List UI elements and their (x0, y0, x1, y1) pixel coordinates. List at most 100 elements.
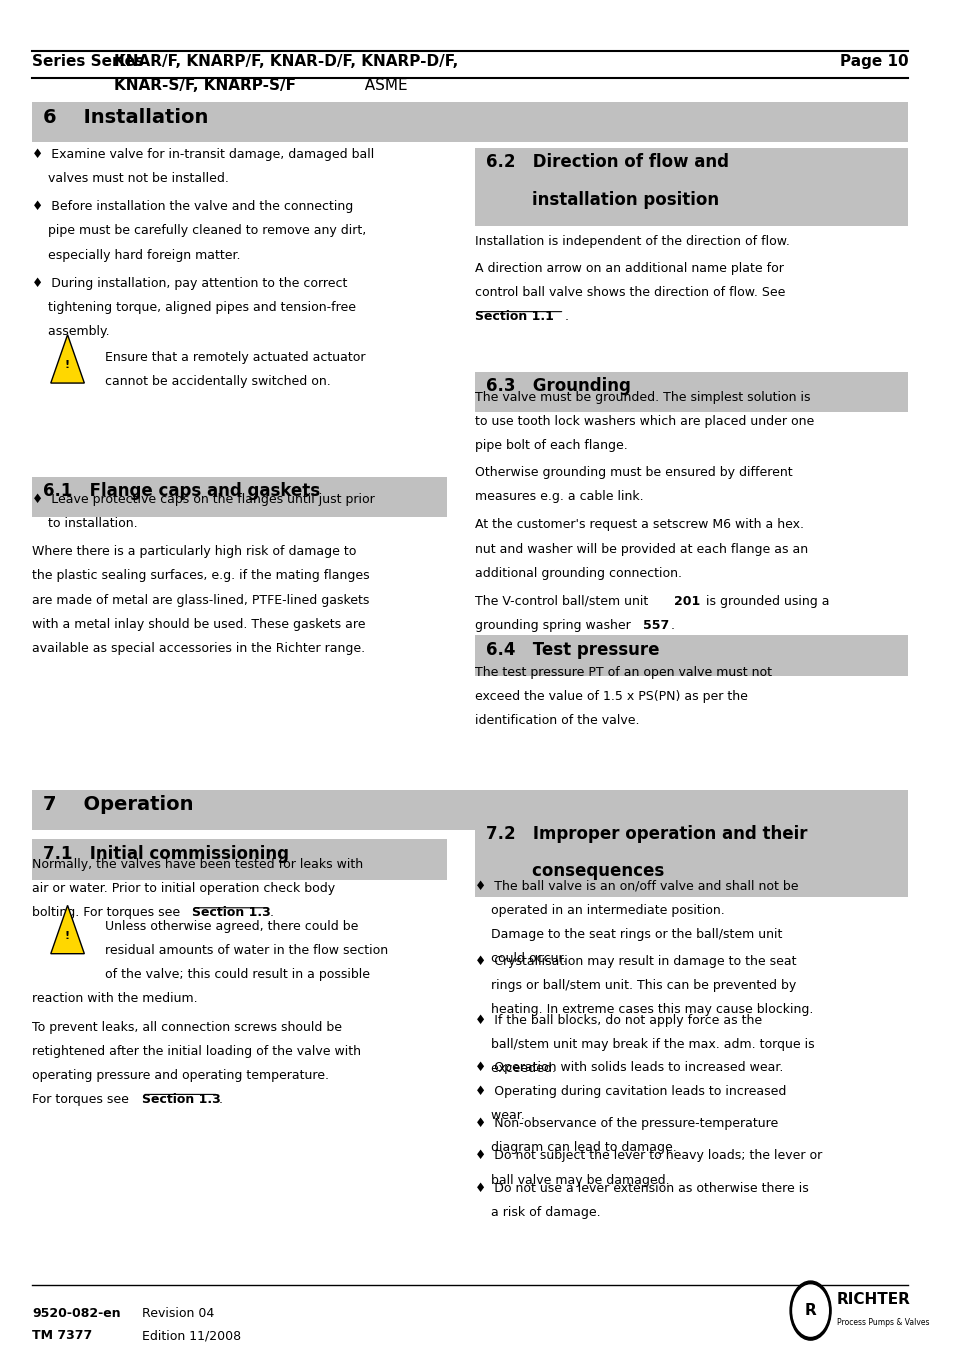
Text: 6.1   Flange caps and gaskets: 6.1 Flange caps and gaskets (43, 482, 320, 500)
Text: Otherwise grounding must be ensured by different: Otherwise grounding must be ensured by d… (475, 466, 792, 480)
Text: TM 7377: TM 7377 (32, 1329, 92, 1343)
Text: consequences: consequences (486, 862, 663, 880)
Text: the plastic sealing surfaces, e.g. if the mating flanges: the plastic sealing surfaces, e.g. if th… (32, 569, 370, 582)
Text: RICHTER: RICHTER (836, 1293, 909, 1308)
Text: bolting. For torques see: bolting. For torques see (32, 907, 184, 920)
Text: Process Pumps & Valves: Process Pumps & Valves (836, 1319, 928, 1327)
Text: Ensure that a remotely actuated actuator: Ensure that a remotely actuated actuator (105, 350, 365, 363)
Text: tightening torque, aligned pipes and tension-free: tightening torque, aligned pipes and ten… (32, 301, 355, 313)
FancyBboxPatch shape (475, 372, 907, 412)
Text: .: . (218, 1093, 222, 1106)
Text: identification of the valve.: identification of the valve. (475, 715, 639, 727)
Text: exceed the value of 1.5 x PS(PN) as per the: exceed the value of 1.5 x PS(PN) as per … (475, 690, 747, 704)
Text: Unless otherwise agreed, there could be: Unless otherwise agreed, there could be (105, 920, 358, 932)
Text: ♦  During installation, pay attention to the correct: ♦ During installation, pay attention to … (32, 277, 347, 289)
Text: KNAR-S/F, KNARP-S/F: KNAR-S/F, KNARP-S/F (114, 78, 295, 93)
Text: ball/stem unit may break if the max. adm. torque is: ball/stem unit may break if the max. adm… (475, 1038, 814, 1051)
Text: are made of metal are glass-lined, PTFE-lined gaskets: are made of metal are glass-lined, PTFE-… (32, 593, 369, 607)
Text: cannot be accidentally switched on.: cannot be accidentally switched on. (105, 374, 331, 388)
Text: 6    Installation: 6 Installation (43, 108, 209, 127)
Text: KNAR/F, KNARP/F, KNAR-D/F, KNARP-D/F,: KNAR/F, KNARP/F, KNAR-D/F, KNARP-D/F, (114, 54, 458, 69)
Text: ♦  Crystallisation may result in damage to the seat: ♦ Crystallisation may result in damage t… (475, 955, 796, 967)
FancyBboxPatch shape (32, 789, 907, 830)
Text: R: R (804, 1304, 816, 1319)
Text: 201: 201 (674, 594, 700, 608)
Text: installation position: installation position (486, 190, 719, 209)
Text: ball valve may be damaged.: ball valve may be damaged. (475, 1174, 669, 1186)
Text: ♦  If the ball blocks, do not apply force as the: ♦ If the ball blocks, do not apply force… (475, 1013, 761, 1027)
Text: 7.2   Improper operation and their: 7.2 Improper operation and their (486, 824, 807, 843)
Text: .: . (564, 311, 568, 323)
Text: Installation is independent of the direction of flow.: Installation is independent of the direc… (475, 235, 789, 249)
Text: measures e.g. a cable link.: measures e.g. a cable link. (475, 490, 643, 503)
Text: retightened after the initial loading of the valve with: retightened after the initial loading of… (32, 1044, 361, 1058)
Text: wear.: wear. (475, 1109, 524, 1123)
Text: ♦  Examine valve for in-transit damage, damaged ball: ♦ Examine valve for in-transit damage, d… (32, 147, 374, 161)
Text: 7    Operation: 7 Operation (43, 794, 193, 815)
Text: to use tooth lock washers which are placed under one: to use tooth lock washers which are plac… (475, 415, 813, 428)
Text: nut and washer will be provided at each flange as an: nut and washer will be provided at each … (475, 543, 807, 555)
Text: additional grounding connection.: additional grounding connection. (475, 566, 681, 580)
Text: pipe must be carefully cleaned to remove any dirt,: pipe must be carefully cleaned to remove… (32, 224, 366, 238)
FancyBboxPatch shape (475, 857, 907, 897)
FancyBboxPatch shape (475, 819, 907, 859)
Text: 6.4   Test pressure: 6.4 Test pressure (486, 640, 659, 658)
Circle shape (789, 1281, 830, 1340)
FancyBboxPatch shape (475, 185, 907, 226)
Text: could occur.: could occur. (475, 952, 566, 965)
Text: reaction with the medium.: reaction with the medium. (32, 993, 197, 1005)
Text: !: ! (65, 359, 71, 370)
Text: 7.1   Initial commissioning: 7.1 Initial commissioning (43, 844, 289, 863)
Text: Edition 11/2008: Edition 11/2008 (142, 1329, 241, 1343)
FancyBboxPatch shape (32, 839, 447, 880)
FancyBboxPatch shape (475, 147, 907, 188)
Text: available as special accessories in the Richter range.: available as special accessories in the … (32, 642, 365, 655)
Text: a risk of damage.: a risk of damage. (475, 1206, 600, 1219)
Text: Where there is a particularly high risk of damage to: Where there is a particularly high risk … (32, 546, 356, 558)
Text: ♦  Do not use a lever extension as otherwise there is: ♦ Do not use a lever extension as otherw… (475, 1182, 808, 1194)
Text: control ball valve shows the direction of flow. See: control ball valve shows the direction o… (475, 286, 784, 299)
Text: with a metal inlay should be used. These gaskets are: with a metal inlay should be used. These… (32, 617, 365, 631)
Text: To prevent leaks, all connection screws should be: To prevent leaks, all connection screws … (32, 1020, 342, 1034)
Text: The test pressure PT of an open valve must not: The test pressure PT of an open valve mu… (475, 666, 771, 680)
Text: residual amounts of water in the flow section: residual amounts of water in the flow se… (105, 944, 388, 957)
Text: Revision 04: Revision 04 (142, 1306, 214, 1320)
Text: Page 10: Page 10 (839, 54, 907, 69)
Text: ♦  Non-observance of the pressure-temperature: ♦ Non-observance of the pressure-tempera… (475, 1117, 778, 1131)
FancyBboxPatch shape (32, 103, 907, 142)
Text: Damage to the seat rings or the ball/stem unit: Damage to the seat rings or the ball/ste… (475, 928, 781, 940)
Text: Section 1.1: Section 1.1 (475, 311, 554, 323)
Text: !: ! (65, 931, 71, 940)
Text: is grounded using a: is grounded using a (701, 594, 829, 608)
Text: to installation.: to installation. (32, 517, 137, 530)
Text: .: . (670, 619, 674, 632)
Text: A direction arrow on an additional name plate for: A direction arrow on an additional name … (475, 262, 783, 276)
Text: heating. In extreme cases this may cause blocking.: heating. In extreme cases this may cause… (475, 1002, 813, 1016)
Text: ♦  Operating during cavitation leads to increased: ♦ Operating during cavitation leads to i… (475, 1085, 785, 1098)
Text: assembly.: assembly. (32, 326, 110, 338)
Text: of the valve; this could result in a possible: of the valve; this could result in a pos… (105, 969, 370, 981)
Text: At the customer's request a setscrew M6 with a hex.: At the customer's request a setscrew M6 … (475, 519, 803, 531)
Polygon shape (51, 905, 84, 954)
Text: Section 1.3: Section 1.3 (142, 1093, 221, 1106)
Text: .: . (270, 907, 274, 920)
Text: rings or ball/stem unit. This can be prevented by: rings or ball/stem unit. This can be pre… (475, 979, 796, 992)
Text: 557: 557 (642, 619, 668, 632)
Text: ASME: ASME (355, 78, 407, 93)
Text: grounding spring washer: grounding spring washer (475, 619, 634, 632)
Text: air or water. Prior to initial operation check body: air or water. Prior to initial operation… (32, 882, 335, 896)
Text: 9520-082-en: 9520-082-en (32, 1306, 121, 1320)
Text: ♦  Before installation the valve and the connecting: ♦ Before installation the valve and the … (32, 200, 353, 213)
Text: valves must not be installed.: valves must not be installed. (32, 172, 229, 185)
Text: operating pressure and operating temperature.: operating pressure and operating tempera… (32, 1069, 329, 1082)
Text: The valve must be grounded. The simplest solution is: The valve must be grounded. The simplest… (475, 390, 810, 404)
Text: exceeded.: exceeded. (475, 1062, 556, 1075)
Text: 6.2   Direction of flow and: 6.2 Direction of flow and (486, 153, 728, 172)
Text: The V-control ball/stem unit: The V-control ball/stem unit (475, 594, 652, 608)
Polygon shape (51, 335, 84, 384)
Text: 6.3   Grounding: 6.3 Grounding (486, 377, 630, 396)
Text: Section 1.3: Section 1.3 (193, 907, 271, 920)
Text: pipe bolt of each flange.: pipe bolt of each flange. (475, 439, 627, 453)
Text: ♦  Leave protective caps on the flanges until just prior: ♦ Leave protective caps on the flanges u… (32, 493, 375, 505)
Text: ♦  Do not subject the lever to heavy loads; the lever or: ♦ Do not subject the lever to heavy load… (475, 1150, 821, 1162)
